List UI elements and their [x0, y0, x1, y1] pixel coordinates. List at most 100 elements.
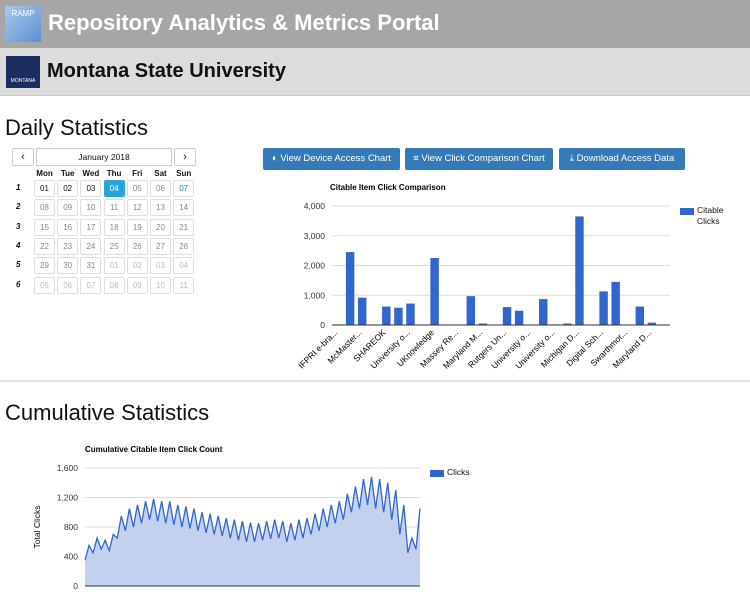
bar [635, 306, 645, 325]
week-number: 2 [16, 202, 21, 212]
next-month[interactable]: › [174, 148, 196, 166]
bar [478, 323, 488, 325]
institution-name: Montana State University [47, 60, 286, 82]
day[interactable]: 29 [34, 257, 55, 275]
button-label[interactable]: Download Access Data [576, 153, 675, 164]
day[interactable]: 19 [126, 218, 148, 236]
prev-month[interactable]: ‹ [12, 148, 34, 166]
y-tick-label: 0 [320, 320, 325, 330]
y-tick-label: 800 [64, 522, 78, 532]
day[interactable]: 03 [150, 257, 171, 275]
button-icon: ⤓ [569, 153, 577, 164]
bar [599, 291, 608, 325]
day[interactable]: 10 [150, 276, 171, 294]
institution-logo: MONTANA [6, 56, 40, 88]
day[interactable]: 07 [173, 180, 195, 197]
day[interactable]: 01 [103, 257, 125, 275]
bar [539, 299, 548, 325]
day[interactable]: 05 [126, 180, 148, 197]
y-tick-label: 400 [64, 552, 78, 562]
day[interactable]: 06 [150, 180, 171, 197]
day[interactable]: 21 [173, 218, 195, 236]
day[interactable]: 17 [80, 218, 102, 236]
area [85, 476, 420, 586]
day[interactable]: 06 [57, 276, 79, 294]
day[interactable]: 02 [126, 257, 148, 275]
bar [430, 258, 439, 325]
y-tick-label: 3,000 [304, 231, 326, 241]
day[interactable]: 07 [80, 276, 102, 294]
day[interactable]: 14 [173, 199, 195, 217]
day[interactable]: 09 [126, 276, 148, 294]
bar [514, 310, 524, 325]
day[interactable]: 30 [57, 257, 79, 275]
separator [0, 380, 750, 382]
chart-title: Citable Item Click Comparison [330, 183, 446, 192]
y-tick-label: 1,600 [57, 463, 79, 473]
bar [563, 323, 572, 325]
y-tick-label: 4,000 [304, 201, 326, 211]
month-label[interactable]: January 2018 [36, 148, 172, 166]
chart-title: Cumulative Citable Item Click Count [85, 445, 223, 454]
day[interactable]: 13 [150, 199, 171, 217]
day[interactable]: 01 [34, 180, 55, 197]
legend-swatch [430, 470, 444, 477]
bar [382, 306, 391, 325]
day[interactable]: 20 [150, 218, 171, 236]
bar [502, 307, 512, 325]
day[interactable]: 05 [34, 276, 55, 294]
bar [394, 307, 403, 325]
legend: Citable Clicks [697, 205, 724, 226]
action-button[interactable]: ◐ View Device Access Chart [263, 148, 400, 170]
weekday: Tue [60, 169, 75, 178]
weekday: Thu [106, 169, 122, 178]
header-bar [0, 0, 750, 48]
weekday: Sun [176, 169, 192, 178]
legend-label: Citable Clicks [697, 205, 724, 226]
day[interactable]: 04 [103, 180, 125, 197]
y-tick-label: 0 [73, 581, 78, 591]
bar [466, 296, 476, 325]
line [84, 476, 421, 561]
day[interactable]: 03 [80, 180, 102, 197]
day[interactable]: 27 [150, 237, 171, 255]
y-axis-title: Total Clicks [32, 506, 42, 549]
day[interactable]: 15 [34, 218, 55, 236]
y-tick-label: 2,000 [304, 261, 326, 271]
day[interactable]: 28 [173, 237, 195, 255]
week-number: 4 [16, 240, 21, 250]
button-label[interactable]: View Device Access Chart [280, 153, 392, 164]
weekday: Sat [154, 169, 167, 178]
y-tick-label: 1,000 [304, 290, 326, 300]
day[interactable]: 12 [126, 199, 148, 217]
legend: Clicks [447, 467, 470, 477]
button-icon: ≡ [413, 153, 422, 164]
y-tick-label: 1,200 [57, 493, 79, 503]
portal-title: Repository Analytics & Metrics Portal [48, 10, 440, 35]
day[interactable]: 23 [57, 237, 79, 255]
day[interactable]: 10 [80, 199, 102, 217]
day[interactable]: 02 [57, 180, 79, 197]
day[interactable]: 26 [126, 237, 148, 255]
day[interactable]: 18 [103, 218, 125, 236]
cumulative-heading: Cumulative Statistics [5, 400, 210, 425]
week-number: 1 [16, 183, 21, 192]
day[interactable]: 11 [173, 276, 195, 294]
ramp-logo[interactable]: RAMP [5, 6, 41, 42]
day[interactable]: 08 [34, 199, 55, 217]
action-button[interactable]: ≡ View Click Comparison Chart [405, 148, 553, 170]
day[interactable]: 16 [57, 218, 79, 236]
day[interactable]: 22 [34, 237, 55, 255]
week-number: 6 [16, 279, 21, 289]
day[interactable]: 31 [80, 257, 102, 275]
legend-swatch [680, 208, 694, 215]
day[interactable]: 24 [80, 237, 102, 255]
button-label[interactable]: View Click Comparison Chart [421, 153, 545, 164]
day[interactable]: 09 [57, 199, 79, 217]
day[interactable]: 04 [173, 257, 195, 275]
action-button[interactable]: ⤓ Download Access Data [559, 148, 685, 170]
day[interactable]: 11 [103, 199, 125, 217]
day[interactable]: 08 [103, 276, 125, 294]
day[interactable]: 25 [103, 237, 125, 255]
